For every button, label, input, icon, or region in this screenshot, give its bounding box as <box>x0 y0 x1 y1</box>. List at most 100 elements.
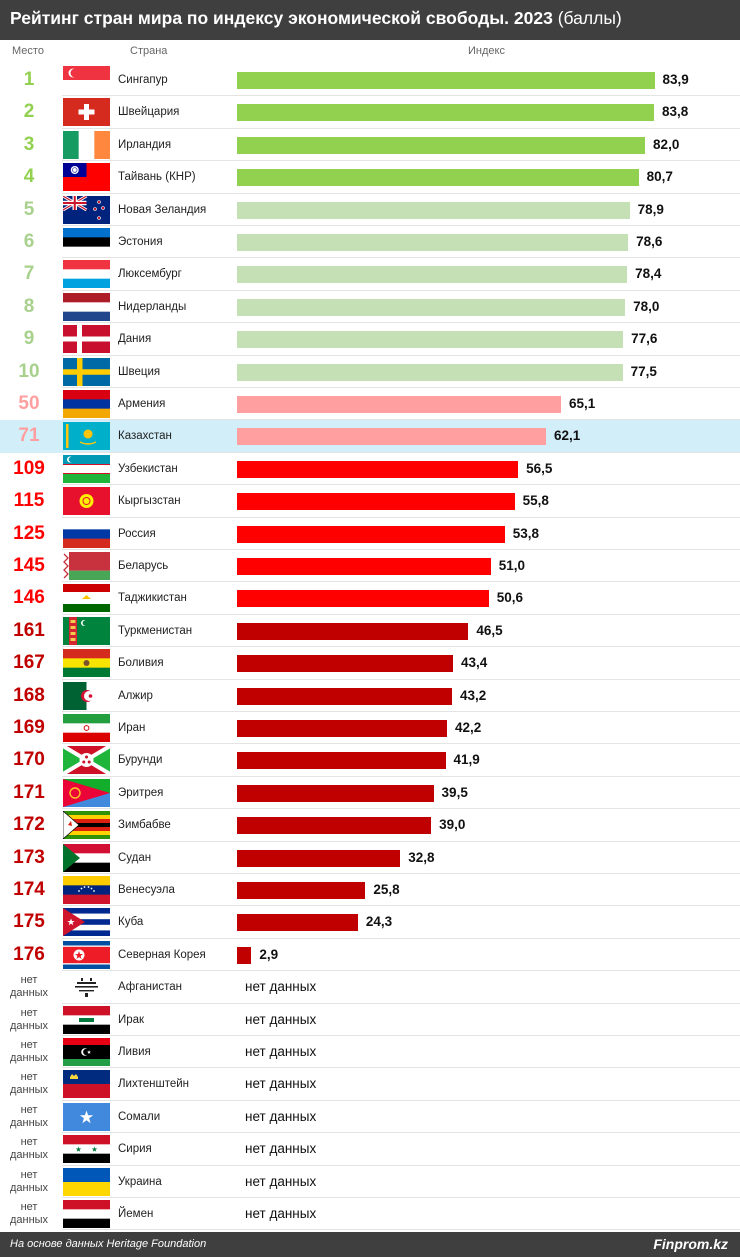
country-row: 168 Алжир 43,2 <box>0 680 740 712</box>
value-label: 65,1 <box>568 396 596 411</box>
row-divider <box>62 743 740 745</box>
rank-label: 171 <box>13 781 45 803</box>
rank-label: 174 <box>13 879 45 900</box>
country-row: 115 Кыргызстан 55,8 <box>0 485 740 518</box>
country-name: Россия <box>118 527 156 540</box>
singapore-flag-icon <box>63 66 110 94</box>
row-divider <box>62 160 740 162</box>
liechtenstein-flag-icon <box>63 1070 110 1099</box>
ireland-flag-icon <box>63 130 110 159</box>
value-label: 39,5 <box>441 784 468 800</box>
index-bar <box>237 558 491 575</box>
value-label: 77,5 <box>630 363 657 379</box>
value-label: 78,9 <box>637 201 664 217</box>
rank-label: 161 <box>13 619 45 641</box>
rank-label: 176 <box>13 943 45 965</box>
somalia-flag-icon <box>63 1102 110 1131</box>
rank-label: 9 <box>23 328 35 350</box>
index-bar <box>237 460 519 478</box>
row-divider <box>62 905 740 907</box>
no-data-label: нет данных <box>245 1011 317 1027</box>
row-divider <box>62 224 740 226</box>
country-row: 161 Туркменистан 46,5 <box>0 615 740 648</box>
luxembourg-flag-icon <box>63 260 110 289</box>
rank-label: 169 <box>13 717 45 738</box>
index-bar <box>237 946 252 964</box>
country-row: 10 Швеция 77,5 <box>0 356 740 388</box>
index-bar <box>237 72 655 89</box>
row-divider <box>62 1067 740 1069</box>
eritrea-flag-icon <box>63 778 110 807</box>
bolivia-flag-icon <box>63 649 110 678</box>
row-divider <box>62 548 740 550</box>
rank-label: 50 <box>18 393 40 414</box>
country-name: Лихтенштейн <box>118 1078 190 1091</box>
value-label: 41,9 <box>453 752 480 768</box>
column-header-country: Страна <box>130 45 168 57</box>
row-divider <box>62 581 740 583</box>
column-header-rank: Место <box>12 45 44 57</box>
country-row: 170 Бурунди 41,9 <box>0 744 740 777</box>
country-name: Бурунди <box>118 754 163 767</box>
row-divider <box>62 970 740 972</box>
country-row: 8 Нидерланды 78,0 <box>0 291 740 324</box>
iraq-flag-icon <box>63 1005 110 1034</box>
index-bar <box>237 396 561 413</box>
kazakhstan-flag-icon <box>63 422 110 451</box>
index-bar <box>237 428 547 446</box>
turkmenistan-flag-icon <box>63 616 110 645</box>
row-divider <box>62 1002 740 1004</box>
value-label: 50,6 <box>496 590 524 606</box>
ukraine-flag-icon <box>63 1167 110 1196</box>
row-divider <box>62 1164 740 1166</box>
denmark-flag-icon <box>63 325 110 354</box>
no-data-label: нет данных <box>245 1108 317 1124</box>
country-name: Ирландия <box>118 138 172 151</box>
country-name: Сомали <box>118 1110 161 1123</box>
no-data-label: нет данных <box>245 1173 317 1189</box>
country-row: 71 Казахстан 62,1 <box>0 420 740 453</box>
row-divider <box>62 451 740 453</box>
country-name: Сирия <box>118 1143 152 1156</box>
index-bar <box>237 169 639 187</box>
iran-flag-icon <box>63 714 110 742</box>
country-name: Узбекистан <box>118 462 178 475</box>
country-name: Швеция <box>118 365 161 378</box>
rank-label: 145 <box>13 555 45 576</box>
country-name: Боливия <box>118 657 164 670</box>
index-bar <box>237 363 623 381</box>
rank-label: 173 <box>13 846 45 868</box>
rank-label: 3 <box>23 133 35 155</box>
belarus-flag-icon <box>63 552 110 580</box>
value-label: 25,8 <box>373 882 400 897</box>
country-row: нет данных Лихтенштейн нет данных <box>0 1068 740 1101</box>
row-divider <box>62 808 740 810</box>
index-bar <box>237 817 432 835</box>
rank-label: 4 <box>23 166 35 188</box>
country-name: Украина <box>118 1175 162 1188</box>
country-name: Венесуэла <box>118 884 175 896</box>
country-row: 109 Узбекистан 56,5 <box>0 453 740 486</box>
row-divider <box>62 1196 740 1198</box>
chart-header: Рейтинг стран мира по индексу экономичес… <box>0 0 740 40</box>
country-row: нет данных Сирия нет данных <box>0 1133 740 1166</box>
brand-logo: Finprom.kz <box>653 1236 728 1252</box>
country-name: Казахстан <box>118 430 172 443</box>
value-label: 55,8 <box>522 493 549 509</box>
chart-footer: На основе данных Heritage Foundation Fin… <box>0 1232 740 1257</box>
country-name: Ирак <box>118 1013 145 1026</box>
row-divider <box>62 678 740 680</box>
country-row: нет данных Сомали нет данных <box>0 1101 740 1134</box>
country-row: нет данных Ирак нет данных <box>0 1004 740 1036</box>
row-divider <box>62 775 740 777</box>
country-name: Афганистан <box>118 981 183 994</box>
cuba-flag-icon <box>63 908 110 937</box>
netherlands-flag-icon <box>63 292 110 321</box>
country-row: 50 Армения 65,1 <box>0 388 740 421</box>
value-label: 39,0 <box>439 817 466 833</box>
armenia-flag-icon <box>63 390 110 418</box>
country-row: 176 Северная Корея 2,9 <box>0 939 740 972</box>
north-korea-flag-icon <box>63 940 110 969</box>
index-bar <box>237 525 505 543</box>
row-divider <box>62 386 740 388</box>
